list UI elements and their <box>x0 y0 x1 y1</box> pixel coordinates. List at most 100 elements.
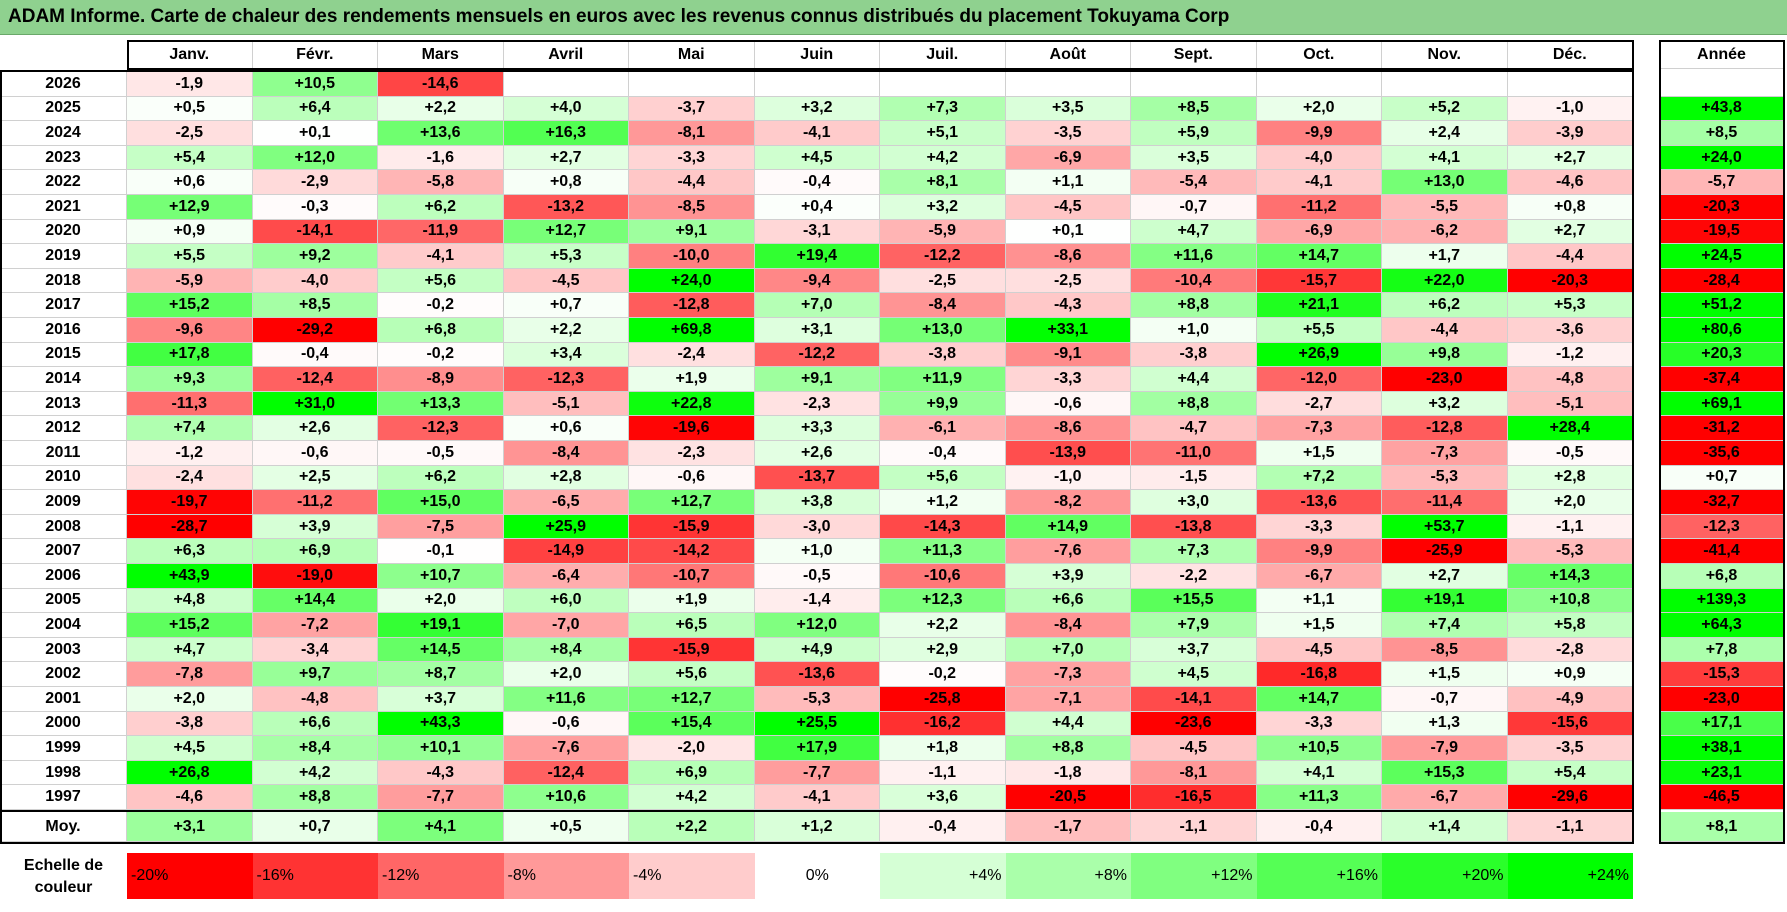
heatmap-cell: +3,2 <box>880 195 1006 220</box>
heatmap-cell: -4,0 <box>252 268 378 294</box>
heatmap-cell: -11,4 <box>1382 490 1508 515</box>
heatmap-cell: -5,1 <box>503 391 629 417</box>
heatmap-cell: -0,6 <box>1005 391 1131 417</box>
report-title-bar: ADAM Informe. Carte de chaleur des rende… <box>0 0 1787 35</box>
year-label: 2015 <box>0 342 127 368</box>
heatmap-cell: -0,2 <box>880 662 1006 687</box>
heatmap-cell: +1,9 <box>629 367 755 392</box>
heatmap-cell: +0,9 <box>1507 662 1633 687</box>
heatmap-cell: +12,0 <box>754 613 880 638</box>
heatmap-cell: +33,1 <box>1005 318 1131 343</box>
heatmap-cell: +5,2 <box>1382 96 1508 122</box>
heatmap-cell: +4,5 <box>754 145 880 171</box>
heatmap-cell: -5,3 <box>1382 465 1508 491</box>
heatmap-cell: +24,0 <box>629 268 755 294</box>
heatmap-cell: -7,6 <box>1005 539 1131 564</box>
annual-cell: -23,0 <box>1660 687 1784 712</box>
heatmap-cell: -12,3 <box>378 416 504 441</box>
heatmap-cell <box>503 72 629 97</box>
scale-swatch: -12% <box>378 853 504 899</box>
heatmap-cell: -12,8 <box>1382 416 1508 441</box>
heatmap-cell: +8,5 <box>1131 96 1257 122</box>
heatmap-cell: +4,2 <box>880 145 1006 171</box>
heatmap-cell: -2,3 <box>754 391 880 417</box>
year-label: 2016 <box>0 318 127 343</box>
heatmap-cell: -3,3 <box>1005 367 1131 392</box>
heatmap-cell: -9,9 <box>1256 539 1382 564</box>
heatmap-cell: +6,2 <box>378 195 504 220</box>
heatmap-cell: +7,0 <box>1005 637 1131 663</box>
heatmap-cell: -11,0 <box>1131 441 1257 466</box>
heatmap-cell: -2,7 <box>1256 391 1382 417</box>
heatmap-cell: -0,2 <box>378 293 504 318</box>
heatmap-cell: +2,9 <box>880 637 1006 663</box>
heatmap-cell: -2,5 <box>880 268 1006 294</box>
scale-swatch: +8% <box>1005 853 1131 899</box>
heatmap-cell: +3,2 <box>1382 391 1508 417</box>
heatmap-cell: -0,6 <box>252 441 378 466</box>
heatmap-cell: -4,1 <box>754 121 880 146</box>
report-title: ADAM Informe. Carte de chaleur des rende… <box>8 6 1230 27</box>
heatmap-cell: +5,6 <box>880 465 1006 491</box>
heatmap-cell: -14,1 <box>252 219 378 245</box>
heatmap-cell: +4,7 <box>1131 219 1257 245</box>
heatmap-cell: +9,3 <box>127 367 253 392</box>
heatmap-cell: -11,2 <box>252 490 378 515</box>
heatmap-cell: +1,3 <box>1382 711 1508 737</box>
heatmap-cell: +0,8 <box>503 170 629 195</box>
heatmap-cell: -15,6 <box>1507 711 1633 737</box>
heatmap-cell: +1,0 <box>754 539 880 564</box>
heatmap-cell: +14,9 <box>1005 514 1131 540</box>
heatmap-cell: +2,6 <box>252 416 378 441</box>
year-label: 2010 <box>0 465 127 491</box>
heatmap-cell: -8,5 <box>1382 637 1508 663</box>
heatmap-cell: +8,5 <box>252 293 378 318</box>
heatmap-cell: -14,9 <box>503 539 629 564</box>
heatmap-cell: +10,5 <box>1256 736 1382 761</box>
heatmap-cell: +4,1 <box>1382 145 1508 171</box>
year-label: 2002 <box>0 662 127 687</box>
annual-cell: +80,6 <box>1660 318 1784 343</box>
year-label: 2023 <box>0 145 127 171</box>
heatmap-cell: -11,2 <box>1256 195 1382 220</box>
heatmap-cell: +8,8 <box>1131 293 1257 318</box>
average-cell: +2,2 <box>629 812 755 842</box>
heatmap-cell: -5,1 <box>1507 391 1633 417</box>
heatmap-cell: -14,6 <box>378 72 504 97</box>
heatmap-cell: +2,0 <box>1256 96 1382 122</box>
heatmap-cell: +15,2 <box>127 613 253 638</box>
heatmap-cell: +1,8 <box>880 736 1006 761</box>
year-label: 2005 <box>0 588 127 614</box>
heatmap-cell: +2,5 <box>252 465 378 491</box>
heatmap-cell: +2,7 <box>1507 219 1633 245</box>
heatmap-cell: -2,2 <box>1131 564 1257 589</box>
heatmap-cell: +8,7 <box>378 662 504 687</box>
heatmap-cell: -2,0 <box>629 736 755 761</box>
heatmap-cell: +6,6 <box>1005 588 1131 614</box>
heatmap-cell: -3,8 <box>127 711 253 737</box>
heatmap-cell: +11,3 <box>1256 785 1382 810</box>
month-header: Mars <box>378 41 504 69</box>
heatmap-cell: +31,0 <box>252 391 378 417</box>
heatmap-cell: -8,6 <box>1005 416 1131 441</box>
heatmap-cell: -8,4 <box>880 293 1006 318</box>
heatmap-cell: +8,8 <box>1005 736 1131 761</box>
heatmap-cell: -2,4 <box>629 342 755 368</box>
heatmap-cell: -7,1 <box>1005 687 1131 712</box>
year-label: 1998 <box>0 760 127 786</box>
month-header: Nov. <box>1382 41 1508 69</box>
heatmap-cell: +2,7 <box>503 145 629 171</box>
heatmap-cell: +5,4 <box>127 145 253 171</box>
heatmap-cell: -10,4 <box>1131 268 1257 294</box>
scale-swatch: 0% <box>754 853 880 899</box>
heatmap-cell: -12,2 <box>754 342 880 368</box>
heatmap-cell: +0,7 <box>503 293 629 318</box>
heatmap-cell: -12,2 <box>880 244 1006 269</box>
heatmap-cell: +19,4 <box>754 244 880 269</box>
month-header: Mai <box>629 41 755 69</box>
heatmap-cell: +1,5 <box>1256 613 1382 638</box>
heatmap-cell: +1,1 <box>1256 588 1382 614</box>
annual-cell: -15,3 <box>1660 662 1784 687</box>
heatmap-cell: +0,1 <box>1005 219 1131 245</box>
heatmap-cell: +2,0 <box>378 588 504 614</box>
